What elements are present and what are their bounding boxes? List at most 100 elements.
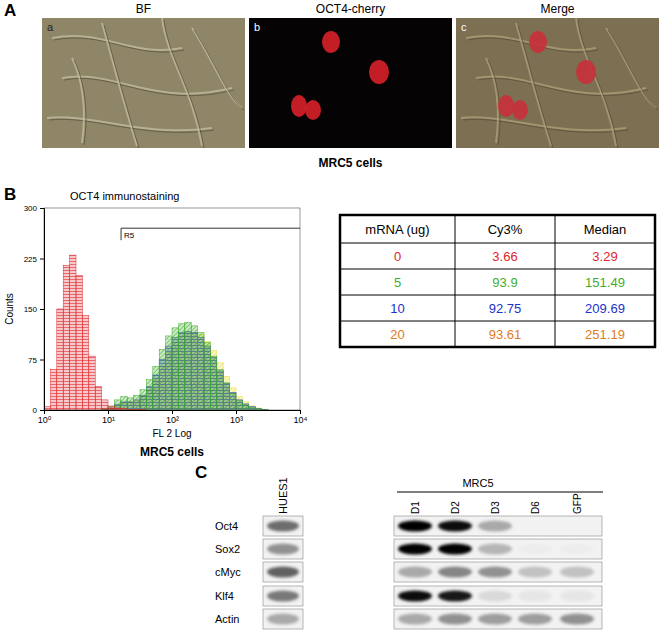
tick: 10² [166,410,179,425]
nucleus [291,95,307,117]
table-cell: 20 [390,327,404,342]
image-background [456,18,659,148]
cell-outline [192,28,242,108]
gate-line [121,228,300,229]
table-cell: 151.49 [585,275,625,290]
tick: 10¹ [102,410,115,425]
histogram-bar [50,370,56,410]
band [398,567,432,578]
histogram-bar [198,333,204,410]
cell-shadow [194,30,244,110]
cell-outline [72,58,84,143]
band [438,544,472,555]
blot-strip [394,609,602,629]
cell-shadow [74,60,86,145]
histogram-bar [242,405,248,410]
group-rule [397,492,603,493]
band [518,591,552,602]
table: mRNA (ug)Cy3%Median03.663.29593.9151.491… [340,215,655,347]
histogram-bar [114,408,120,410]
table-cell: 209.69 [585,301,625,316]
image-title: OCT4-cherry [316,2,385,16]
tick-label: 0 [33,406,38,415]
series [102,322,268,410]
lane-label: D3 [490,501,501,514]
histogram-bar [242,402,248,410]
tick-mark [40,360,44,361]
table-cell: 5 [394,275,401,290]
histogram-bar [89,356,95,410]
tick: 10⁴ [294,410,308,425]
blot-strip [263,609,303,629]
tick: 75 [28,356,44,365]
blot-strip [394,586,602,606]
protein-label: Oct4 [215,520,238,532]
image-letter: a [47,21,54,33]
histogram-bar [217,370,223,410]
tick-mark [40,410,44,411]
histogram-bar [134,395,140,410]
tick: 0 [33,406,44,415]
axis-line [45,411,301,415]
plot-frame [44,208,300,410]
table-rule [340,243,655,244]
histogram-bar [108,406,114,410]
axis-title: FL 2 Log [152,428,191,439]
cell-outline [486,58,498,143]
figure: ABFaOCT4-cherrybMergecMRC5 cellsBOCT4 im… [0,0,662,637]
tick: 225 [24,255,44,264]
histogram-bar [82,316,88,410]
histogram-bar [204,341,210,410]
cell-outline [606,28,656,108]
table-rule [455,215,456,347]
tick-label: 10⁴ [294,415,308,425]
histogram-bar [159,349,165,410]
nucleus [529,31,547,53]
histogram-bar [146,380,152,410]
histogram-bar [63,265,69,410]
protein-label: Actin [215,613,239,625]
histogram-bar [230,392,236,410]
cell-shadow [488,60,500,145]
blot-strip [263,539,303,559]
tick-label: 300 [24,204,38,213]
band [267,591,299,602]
gate-edge [121,228,122,240]
band [518,614,552,625]
histogram-bar [210,356,216,410]
cell-outline [516,23,551,146]
histogram-bar [223,383,229,410]
micrograph: c [456,18,659,148]
blot [263,516,602,629]
nucleus [498,95,514,117]
gate-label: R5 [124,231,135,240]
nucleus [512,100,528,120]
histogram-bar [121,397,127,410]
histogram-bar [249,407,255,410]
histogram-bar [57,309,63,410]
band [398,544,432,555]
tick-mark [236,410,237,414]
histogram-bar [236,401,242,410]
axis-line [40,209,45,411]
histogram-bar [204,343,210,410]
nucleus [369,60,389,84]
histogram-bar [153,366,159,410]
band [560,544,594,555]
band [560,521,594,532]
panel-label: C [195,463,207,482]
histogram-bar [114,400,120,410]
table-rule [340,321,655,322]
chart-title: OCT4 immunostaining [70,190,179,202]
lane-label: D1 [410,501,421,514]
table-cell: 251.19 [585,327,625,342]
blot-strip [394,539,602,559]
table-border [340,215,655,347]
protein-label: cMyc [215,566,241,578]
histogram-bar [217,363,223,410]
cell-shadow [478,78,648,95]
lane-label: GFP [572,493,583,514]
image-letter: b [254,21,260,33]
table-cell: 93.61 [489,327,522,342]
axis-title: Counts [4,293,15,325]
